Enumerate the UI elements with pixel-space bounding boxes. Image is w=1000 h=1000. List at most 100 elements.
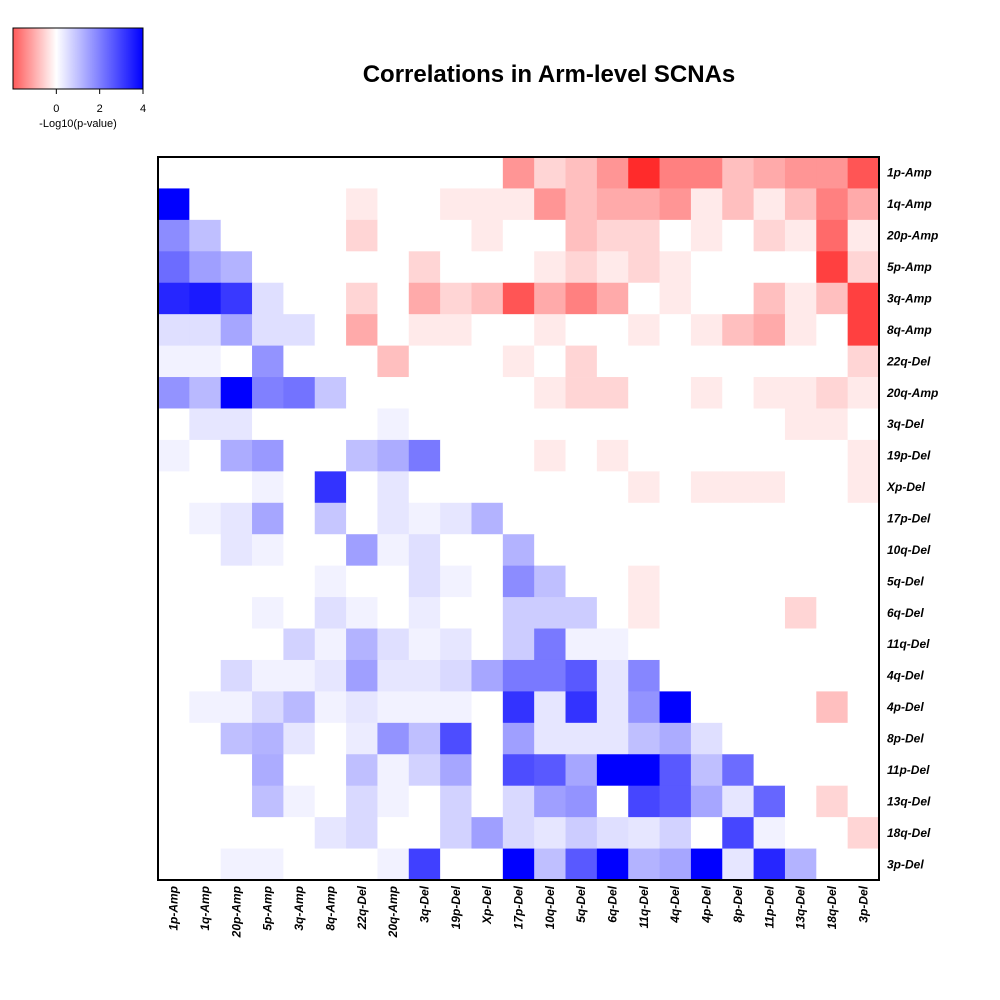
heatmap-cell-10q-Del-6q-Del [596,534,629,567]
heatmap-cell-3q-Amp-8q-Amp [314,282,347,315]
heatmap-cell-17p-Del-3q-Amp [283,502,316,535]
heatmap-cell-5p-Amp-22q-Del [346,251,378,284]
heatmap-cell-4q-Del-19p-Del [440,659,472,692]
column-label-20p-Amp: 20p-Amp [229,886,243,938]
heatmap-cell-3q-Del-4p-Del [690,408,723,441]
heatmap-cell-5p-Amp-8q-Amp [314,251,347,284]
heatmap-cell-1q-Amp-3p-Del [847,188,880,221]
heatmap-cell-5p-Amp-18q-Del [816,251,849,284]
heatmap-cell-1q-Amp-11p-Del [753,188,786,221]
heatmap-cell-8p-Del-22q-Del [346,722,378,755]
heatmap-cell-11q-Del-1q-Amp [189,628,222,661]
heatmap-cell-Xp-Del-18q-Del [816,471,849,504]
heatmap-cell-1p-Amp-5p-Amp [252,157,284,189]
heatmap-cell-19p-Del-11q-Del [628,439,660,472]
heatmap-cell-Xp-Del-6q-Del [596,471,629,504]
heatmap-cell-4q-Del-18q-Del [816,659,849,692]
heatmap-cell-10q-Del-20p-Amp [220,534,253,567]
heatmap-cell-8p-Del-11q-Del [628,722,660,755]
heatmap-cell-10q-Del-4p-Del [690,534,723,567]
heatmap-cell-3p-Del-17p-Del [502,848,535,881]
heatmap-cell-5q-Del-8p-Del [722,565,755,598]
heatmap-cell-20q-Amp-10q-Del [534,377,566,409]
heatmap-cell-6q-Del-8p-Del [722,597,755,629]
heatmap-cell-13q-Del-1q-Amp [189,785,222,818]
heatmap-cell-6q-Del-20q-Amp [377,597,410,629]
heatmap-cell-22q-Del-11q-Del [628,345,660,378]
heatmap-cell-11q-Del-4p-Del [690,628,723,661]
column-label-3q-Amp: 3q-Amp [292,886,306,931]
heatmap-cell-13q-Del-4q-Del [659,785,692,818]
heatmap-cell-19p-Del-13q-Del [784,439,817,472]
heatmap-cell-8q-Amp-18q-Del [816,314,849,346]
heatmap-cell-19p-Del-1p-Amp [158,439,190,472]
heatmap-cell-10q-Del-8q-Amp [314,534,347,567]
heatmap-cell-4q-Del-4p-Del [690,659,723,692]
heatmap-cell-10q-Del-4q-Del [659,534,692,567]
heatmap-cell-5q-Del-6q-Del [596,565,629,598]
heatmap-cell-22q-Del-5q-Del [565,345,598,378]
heatmap-cell-22q-Del-18q-Del [816,345,849,378]
heatmap-cell-3q-Amp-3q-Del [408,282,441,315]
heatmap-cell-6q-Del-19p-Del [440,597,472,629]
heatmap-cell-8q-Amp-11p-Del [753,314,786,346]
row-label-17p-Del: 17p-Del [887,512,931,526]
row-label-1p-Amp: 1p-Amp [887,166,932,180]
heatmap-cell-5q-Del-13q-Del [784,565,817,598]
heatmap-cell-13q-Del-10q-Del [534,785,566,818]
heatmap-cell-1q-Amp-1p-Amp [158,188,190,221]
heatmap-cell-4p-Del-10q-Del [534,691,566,724]
row-label-20p-Amp: 20p-Amp [886,229,938,243]
heatmap-cell-8q-Amp-5q-Del [565,314,598,346]
heatmap-cell-11q-Del-4q-Del [659,628,692,661]
heatmap-cell-3p-Del-8p-Del [722,848,755,881]
heatmap-cell-1p-Amp-Xp-Del [471,157,504,189]
heatmap-cell-22q-Del-3q-Amp [283,345,316,378]
heatmap-cell-10q-Del-1q-Amp [189,534,222,567]
heatmap-cell-1q-Amp-3q-Amp [283,188,316,221]
heatmap-cell-20q-Amp-19p-Del [440,377,472,409]
heatmap-cell-4q-Del-3q-Del [408,659,441,692]
heatmap-cell-5q-Del-20p-Amp [220,565,253,598]
heatmap-cell-11q-Del-22q-Del [346,628,378,661]
heatmap-cell-8q-Amp-1p-Amp [158,314,190,346]
heatmap-cell-8q-Amp-17p-Del [502,314,535,346]
row-label-3p-Del: 3p-Del [887,857,924,871]
heatmap-cell-13q-Del-3p-Del [847,785,880,818]
heatmap-cell-6q-Del-8q-Amp [314,597,347,629]
heatmap-cell-13q-Del-17p-Del [502,785,535,818]
heatmap-cell-4p-Del-6q-Del [596,691,629,724]
heatmap-cells [158,157,880,881]
column-label-4q-Del: 4q-Del [668,885,682,923]
heatmap-cell-11q-Del-Xp-Del [471,628,504,661]
heatmap-cell-3p-Del-5q-Del [565,848,598,881]
heatmap-cell-10q-Del-17p-Del [502,534,535,567]
heatmap-cell-13q-Del-11p-Del [753,785,786,818]
heatmap-cell-8q-Amp-3q-Amp [283,314,316,346]
heatmap-cell-3q-Amp-11q-Del [628,282,660,315]
heatmap-cell-5p-Amp-20q-Amp [377,251,410,284]
column-label-6q-Del: 6q-Del [606,885,620,922]
heatmap-cell-11q-Del-11p-Del [753,628,786,661]
row-label-8p-Del: 8p-Del [887,732,924,746]
heatmap-cell-19p-Del-20p-Amp [220,439,253,472]
heatmap-cell-13q-Del-3q-Del [408,785,441,818]
heatmap-cell-5q-Del-4q-Del [659,565,692,598]
heatmap-cell-1q-Amp-Xp-Del [471,188,504,221]
heatmap-cell-4q-Del-5p-Amp [252,659,284,692]
heatmap-cell-17p-Del-8p-Del [722,502,755,535]
heatmap-cell-13q-Del-18q-Del [816,785,849,818]
row-label-5q-Del: 5q-Del [887,574,924,588]
heatmap-cell-4p-Del-20q-Amp [377,691,410,724]
heatmap-cell-3q-Del-4q-Del [659,408,692,441]
heatmap-cell-17p-Del-1p-Amp [158,502,190,535]
heatmap-cell-3q-Del-8p-Del [722,408,755,441]
heatmap-cell-Xp-Del-4p-Del [690,471,723,504]
heatmap-cell-Xp-Del-1p-Amp [158,471,190,504]
heatmap-cell-8q-Amp-4q-Del [659,314,692,346]
heatmap-cell-1q-Amp-6q-Del [596,188,629,221]
heatmap-cell-6q-Del-10q-Del [534,597,566,629]
heatmap-cell-11p-Del-11p-Del [753,754,786,787]
heatmap-cell-18q-Del-5q-Del [565,817,598,849]
